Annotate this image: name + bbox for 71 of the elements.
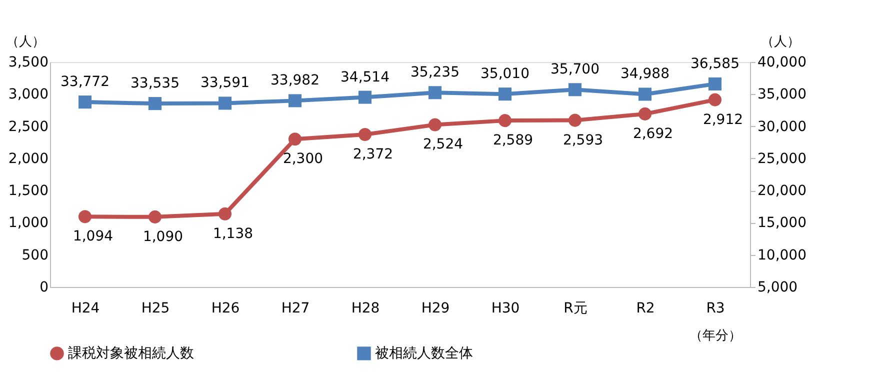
point xyxy=(638,88,652,101)
data-label: 2,692 xyxy=(632,126,674,142)
y-tick-label: 2,000 xyxy=(8,150,48,167)
y-tick-label: 3,000 xyxy=(8,86,48,103)
data-label: 33,772 xyxy=(60,74,110,90)
point xyxy=(428,86,442,100)
point xyxy=(218,207,232,220)
point xyxy=(358,90,372,104)
data-label: 1,094 xyxy=(72,228,114,245)
data-label: 2,524 xyxy=(422,136,464,153)
legend-label: 被相続人数全体 xyxy=(375,345,473,362)
data-label: 33,591 xyxy=(200,75,250,92)
point xyxy=(358,128,372,142)
x-tick-label: H24 xyxy=(71,300,100,316)
y-axis-title: （人） xyxy=(6,34,45,50)
y-tick-label: 500 xyxy=(22,247,48,264)
y-tick-label: 0 xyxy=(40,280,48,296)
y-tick-label: 1,500 xyxy=(8,183,48,200)
y2-axis-title: （人） xyxy=(761,34,800,50)
y2-tick-label: 20,000 xyxy=(758,183,806,200)
y2-tick-label: 10,000 xyxy=(758,247,806,264)
point xyxy=(638,107,652,120)
y2-tick-label: 5,000 xyxy=(758,280,798,296)
x-tick-label: H26 xyxy=(211,300,240,316)
point xyxy=(498,114,512,128)
point xyxy=(568,83,582,96)
x-tick-label: R元 xyxy=(564,300,588,316)
point xyxy=(708,93,722,106)
point xyxy=(218,96,232,110)
point xyxy=(148,210,162,224)
data-label: 34,514 xyxy=(340,69,390,86)
y2-tick-label: 30,000 xyxy=(758,118,806,135)
data-label: 1,090 xyxy=(142,228,184,245)
data-label: 2,300 xyxy=(282,151,324,168)
x-tick-label: R3 xyxy=(706,300,725,316)
point xyxy=(498,88,512,101)
point xyxy=(148,97,162,110)
data-label: 35,235 xyxy=(410,64,460,81)
point xyxy=(708,77,722,90)
data-label: 2,589 xyxy=(492,132,534,149)
y-tick-label: 3,500 xyxy=(8,54,48,70)
point xyxy=(78,210,92,224)
y2-tick-label: 40,000 xyxy=(758,54,806,70)
data-label: 33,982 xyxy=(270,72,320,89)
x-tick-label: H29 xyxy=(421,300,450,316)
data-label: 36,585 xyxy=(690,56,740,72)
data-label: 2,593 xyxy=(562,132,604,148)
legend-label: 課税対象被相続人数 xyxy=(68,345,194,362)
data-label: 35,700 xyxy=(550,62,600,78)
data-label: 35,010 xyxy=(480,66,530,82)
data-label: 34,988 xyxy=(620,66,670,82)
point xyxy=(428,118,442,132)
y2-tick-label: 25,000 xyxy=(758,150,806,167)
y2-tick-label: 35,000 xyxy=(758,86,806,103)
data-label: 2,912 xyxy=(702,112,744,128)
point xyxy=(568,114,582,127)
data-label: 33,535 xyxy=(130,76,180,92)
y-tick-label: 1,000 xyxy=(8,215,48,232)
x-tick-label: R2 xyxy=(636,300,655,316)
x-axis-title: （年分） xyxy=(690,328,742,344)
point xyxy=(78,96,92,109)
y-tick-label: 2,500 xyxy=(8,118,48,135)
data-label: 2,372 xyxy=(352,146,394,163)
y2-tick-label: 15,000 xyxy=(758,215,806,232)
point xyxy=(288,132,302,146)
x-tick-label: H25 xyxy=(141,300,170,316)
point xyxy=(288,94,302,108)
data-label: 1,138 xyxy=(212,226,254,242)
x-tick-label: H28 xyxy=(351,300,380,316)
x-tick-label: H30 xyxy=(491,300,520,316)
x-tick-label: H27 xyxy=(281,300,310,316)
